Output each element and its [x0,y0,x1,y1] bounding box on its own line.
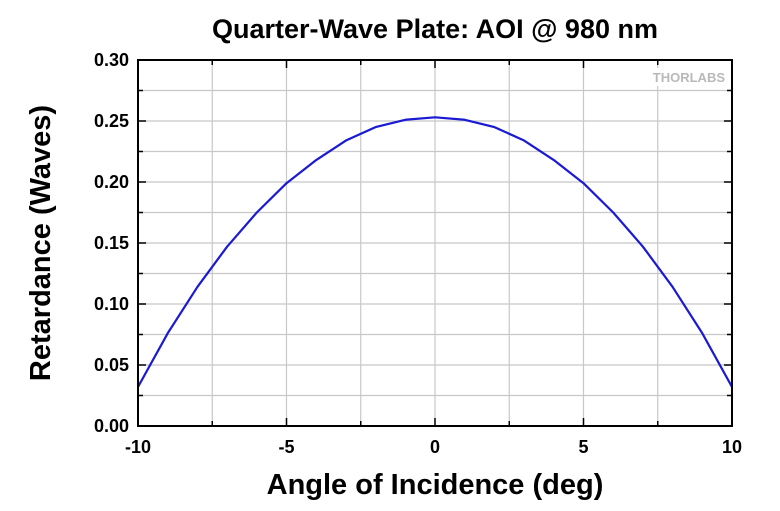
y-tick-label: 0.00 [94,416,129,436]
y-tick-label: 0.30 [94,50,129,70]
y-tick-label: 0.25 [94,111,129,131]
logo-background [640,68,726,86]
y-tick-label: 0.10 [94,294,129,314]
x-tick-label: 5 [578,437,588,457]
x-tick-labels: -10 -5 0 5 10 [125,437,742,457]
y-tick-label: 0.05 [94,355,129,375]
x-axis-label: Angle of Incidence (deg) [267,469,604,501]
grid-lines [138,60,732,426]
series-layer [137,116,733,388]
axis-ticks [137,59,733,427]
chart-title: Quarter-Wave Plate: AOI @ 980 nm [212,14,658,44]
x-tick-label: 0 [430,437,440,457]
series-line [137,116,733,388]
x-tick-label: -5 [278,437,294,457]
y-tick-label: 0.20 [94,172,129,192]
logo-text: THORLABS [653,70,726,85]
y-tick-labels: 0.00 0.05 0.10 0.15 0.20 0.25 0.30 [94,50,129,436]
y-axis-label: Retardance (Waves) [25,105,57,381]
logo: THORLABS [640,68,726,86]
x-tick-label: 10 [722,437,742,457]
y-tick-label: 0.15 [94,233,129,253]
x-tick-label: -10 [125,437,151,457]
